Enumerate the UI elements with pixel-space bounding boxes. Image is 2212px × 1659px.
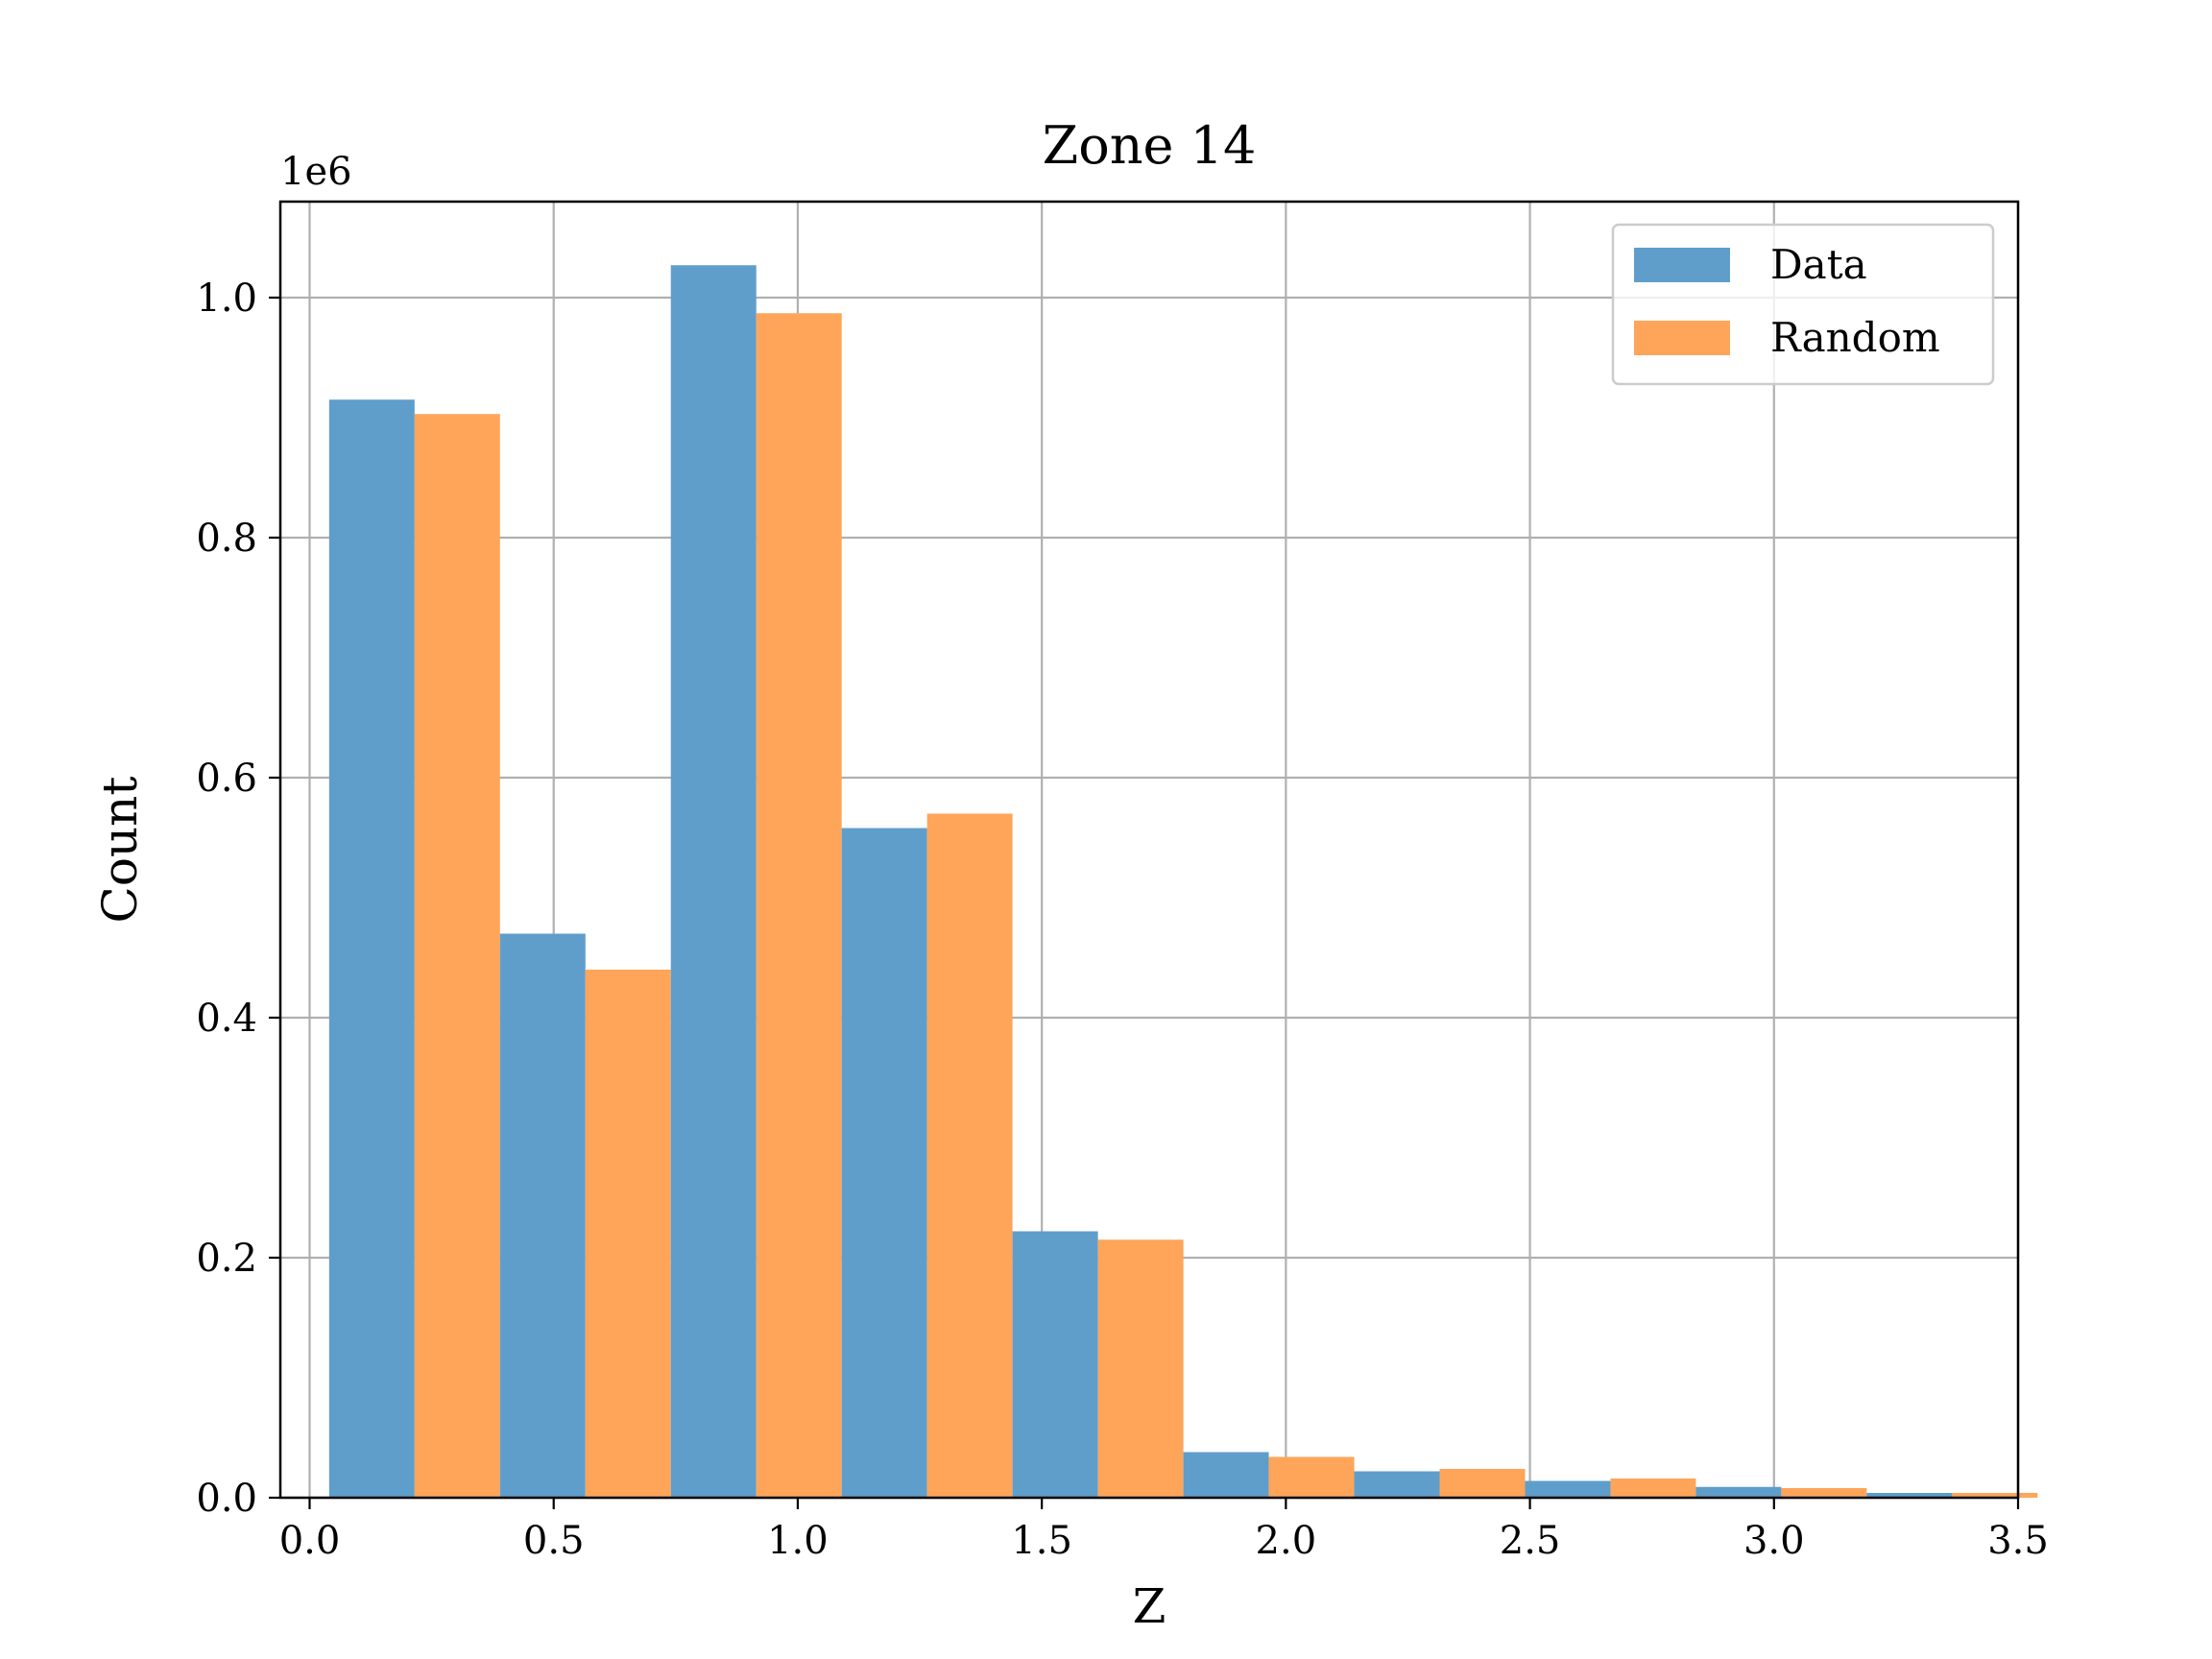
x-tick-label: 1.5 [1011,1519,1072,1563]
legend-swatch-random [1634,321,1730,355]
legend-swatch-data [1634,248,1730,282]
bar-data-0 [328,399,415,1498]
bar-random-9 [1952,1493,2038,1498]
x-tick-label: 3.5 [1987,1519,2049,1563]
x-axis-label: Z [1133,1578,1166,1634]
x-tick-label: 1.0 [767,1519,829,1563]
bar-data-6 [1354,1471,1440,1498]
y-tick-label: 1.0 [196,276,257,321]
bar-data-7 [1525,1480,1611,1498]
x-tick-label: 3.0 [1743,1519,1805,1563]
bar-random-6 [1439,1469,1526,1498]
legend: Data Random [1611,223,1995,386]
bar-random-5 [1268,1456,1355,1498]
bar-data-8 [1695,1486,1782,1498]
x-tick-label: 2.0 [1256,1519,1317,1563]
bar-data-3 [841,828,927,1498]
bar-data-4 [1012,1231,1098,1498]
x-tick-label: 0.0 [279,1519,341,1563]
bar-random-4 [1097,1239,1184,1498]
bar-data-1 [499,933,586,1498]
y-tick-label: 0.4 [196,997,257,1041]
bars-layer [328,265,2038,1498]
legend-label-random: Random [1770,314,1940,361]
y-tick-label: 0.2 [196,1237,257,1281]
x-tick-label: 2.5 [1500,1519,1561,1563]
bar-data-2 [670,265,757,1498]
bar-random-2 [756,313,842,1498]
bar-random-0 [414,414,500,1498]
x-tick-label: 0.5 [523,1519,585,1563]
bar-random-1 [585,970,671,1498]
y-axis-label: Count [92,777,148,924]
ticks-layer: 0.0 0.5 1.0 1.5 2.0 2.5 3.0 3.5 0.0 0.2 0.4 0.6 0.8 1… [196,276,2048,1563]
bar-random-7 [1610,1479,1696,1498]
bar-data-9 [1866,1493,1953,1498]
y-tick-label: 0.0 [196,1477,257,1521]
bar-data-5 [1183,1452,1269,1498]
bar-random-8 [1781,1488,1867,1498]
legend-label-data: Data [1770,241,1867,288]
y-tick-label: 0.6 [196,757,257,801]
bar-random-3 [926,813,1013,1498]
y-tick-label: 0.8 [196,517,257,561]
chart-title: Zone 14 [1043,115,1257,176]
plot-frame [278,200,2020,1500]
y-offset-label: 1e6 [280,150,352,194]
